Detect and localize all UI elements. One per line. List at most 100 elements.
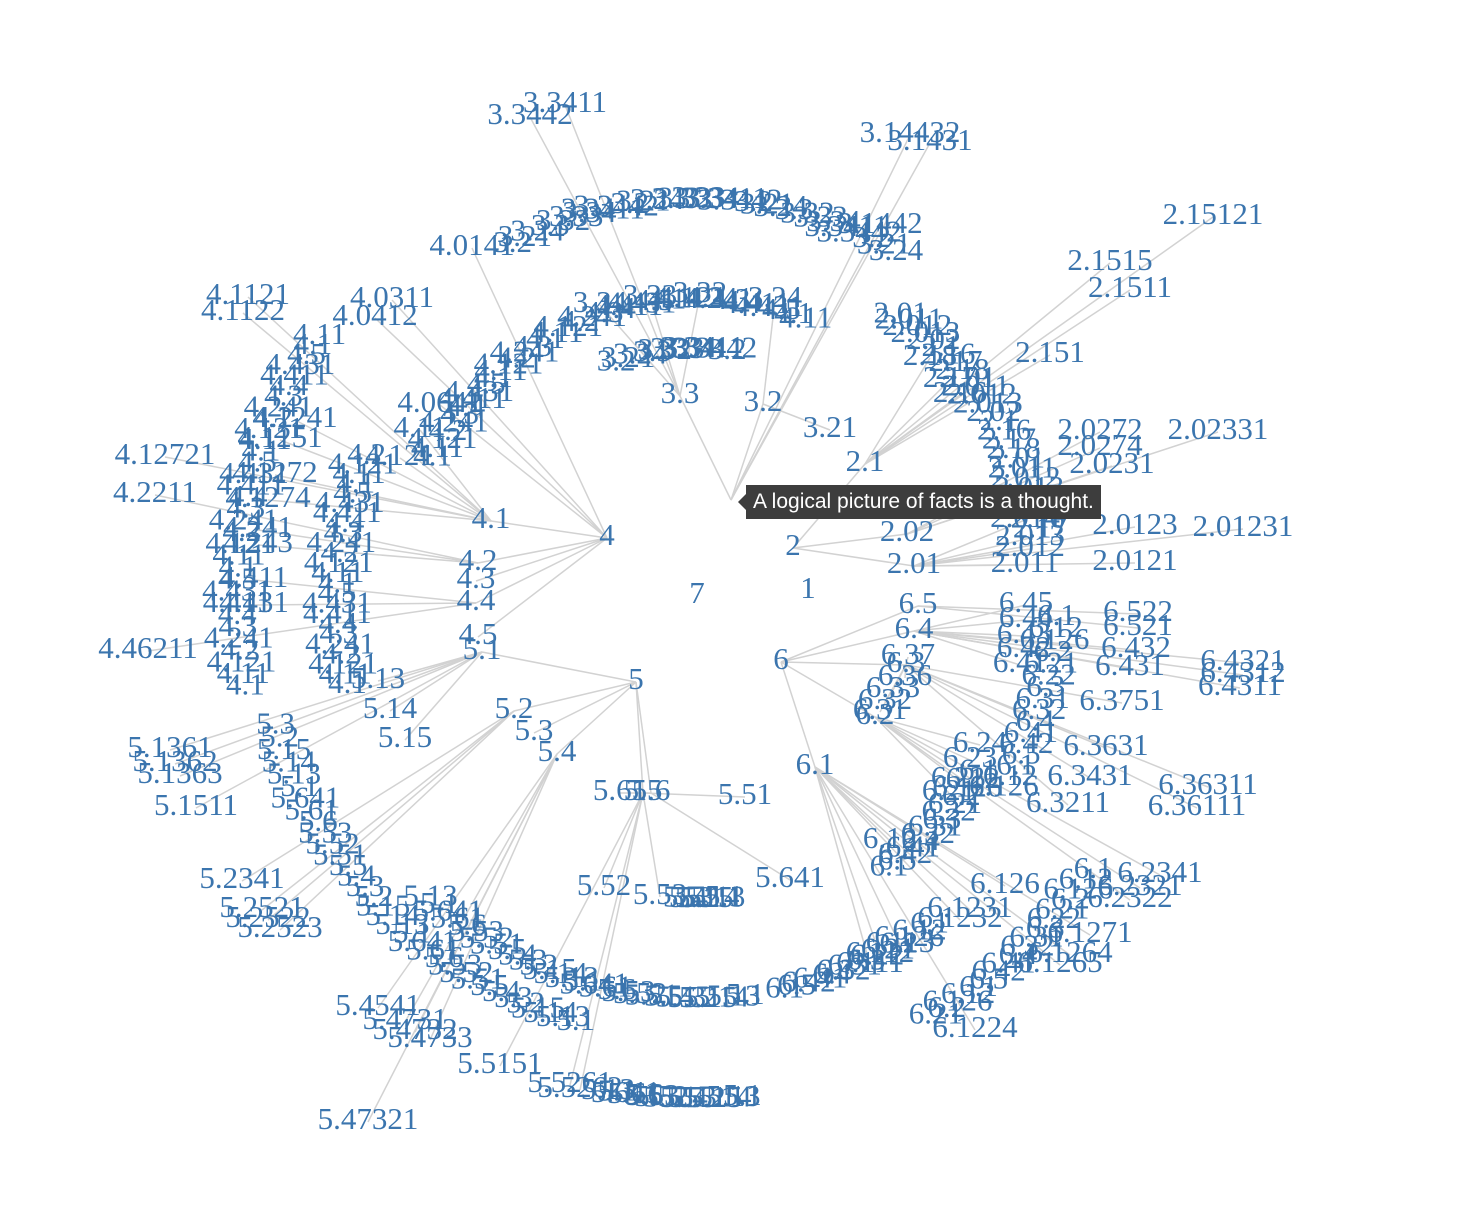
node-label-6-21[interactable]: 6.21 — [922, 772, 976, 807]
node-label-4-411[interactable]: 4.411 — [722, 285, 791, 320]
node-label-5-15[interactable]: 5.15 — [522, 951, 576, 986]
node-label-5-4[interactable]: 5.4 — [669, 1079, 708, 1114]
node-label-6-31[interactable]: 6.31 — [908, 808, 962, 843]
node-label-6-126[interactable]: 6.126 — [969, 767, 1039, 802]
node-label-2-17[interactable]: 2.17 — [923, 359, 977, 394]
node-label-6-3[interactable]: 6.3 — [1026, 909, 1065, 944]
node-label-5-53[interactable]: 5.53 — [450, 913, 504, 948]
node-label-6-1231[interactable]: 6.1231 — [927, 889, 1012, 924]
node-label-6-1264[interactable]: 6.1264 — [1027, 934, 1113, 969]
node-label-5-5[interactable]: 5.5 — [644, 978, 683, 1013]
node-label-3-34[interactable]: 3.34 — [562, 194, 617, 229]
node-label-4-121[interactable]: 4.121 — [474, 346, 544, 381]
node-label-4-431[interactable]: 4.431 — [607, 284, 677, 319]
node-label-4-1[interactable]: 4.1 — [413, 438, 452, 473]
node-label-5-61[interactable]: 5.61 — [607, 1075, 661, 1110]
node-label-3-3[interactable]: 3.3 — [775, 191, 814, 226]
node-label-4-1[interactable]: 4.1 — [336, 465, 375, 500]
node-label-6-21[interactable]: 6.21 — [928, 785, 982, 820]
node-label-4-431[interactable]: 4.431 — [315, 484, 385, 519]
node-label-3-3442[interactable]: 3.3442 — [487, 96, 572, 131]
node-label-5-13[interactable]: 5.13 — [267, 756, 321, 791]
node-label-3-3[interactable]: 3.3 — [651, 180, 690, 215]
node-label-6-3211[interactable]: 6.3211 — [1026, 784, 1110, 819]
node-label-5-53[interactable]: 5.53 — [625, 1077, 679, 1112]
node-label-5-2522[interactable]: 5.2522 — [225, 899, 310, 934]
node-label-4-11[interactable]: 4.11 — [293, 316, 346, 351]
node-label-3-3442[interactable]: 3.3442 — [817, 213, 902, 248]
node-label-4-2[interactable]: 4.2 — [322, 635, 361, 670]
node-label-5-53[interactable]: 5.53 — [633, 876, 687, 911]
node-label-3-2[interactable]: 3.2 — [852, 219, 891, 254]
node-label-6-3431[interactable]: 6.3431 — [1047, 757, 1132, 792]
node-label-6-2341[interactable]: 6.2341 — [1117, 854, 1202, 889]
node-label-4-4[interactable]: 4.4 — [597, 290, 636, 325]
node-label-4-121[interactable]: 4.121 — [234, 410, 304, 445]
node-label-3-21[interactable]: 3.21 — [740, 185, 794, 220]
node-label-2[interactable]: 2 — [785, 527, 801, 562]
node-label-6[interactable]: 6 — [773, 641, 789, 676]
node-label-5-641[interactable]: 5.641 — [559, 966, 629, 1001]
node-label-4-11[interactable]: 4.11 — [474, 352, 527, 387]
node-label-5[interactable]: 5 — [628, 661, 644, 696]
node-label-6-12[interactable]: 6.12 — [946, 760, 1000, 795]
node-label-5-15[interactable]: 5.15 — [683, 979, 737, 1014]
node-label-5-2[interactable]: 5.2 — [355, 878, 394, 913]
node-label-5-6[interactable]: 5.6 — [598, 971, 637, 1006]
node-label-4-0311[interactable]: 4.0311 — [350, 279, 434, 314]
node-label-6-43[interactable]: 6.43 — [997, 615, 1051, 650]
node-label-4-46211[interactable]: 4.46211 — [98, 630, 198, 665]
node-label-4-5[interactable]: 4.5 — [333, 474, 372, 509]
node-label-4-3[interactable]: 4.3 — [226, 490, 265, 525]
node-label-5-3[interactable]: 5.3 — [515, 712, 554, 747]
node-label-6-42[interactable]: 6.42 — [781, 963, 835, 998]
node-label-5-13[interactable]: 5.13 — [706, 977, 760, 1012]
node-label-6-2[interactable]: 6.2 — [856, 696, 895, 731]
node-label-3-34[interactable]: 3.34 — [806, 203, 861, 238]
node-label-3-21[interactable]: 3.21 — [601, 339, 655, 374]
node-label-5-2521[interactable]: 5.2521 — [219, 889, 304, 924]
node-label-4-4[interactable]: 4.4 — [269, 367, 308, 402]
node-label-5-3[interactable]: 5.3 — [494, 979, 533, 1014]
node-label-5-14[interactable]: 5.14 — [523, 994, 578, 1029]
node-label-4-2211[interactable]: 4.2211 — [113, 474, 197, 509]
node-label-4-11[interactable]: 4.11 — [653, 280, 706, 315]
node-label-2-1[interactable]: 2.1 — [846, 443, 885, 478]
node-label-2-02[interactable]: 2.02 — [966, 393, 1020, 428]
node-label-2-1[interactable]: 2.1 — [980, 402, 1019, 437]
node-label-5-1[interactable]: 5.1 — [393, 915, 432, 950]
node-label-4-241[interactable]: 4.241 — [490, 334, 560, 369]
node-label-2-011[interactable]: 2.011 — [941, 367, 1010, 402]
node-label-4-121[interactable]: 4.121 — [205, 525, 275, 560]
node-label-4-121[interactable]: 4.121 — [658, 279, 728, 314]
node-label-6-1224[interactable]: 6.1224 — [932, 1009, 1018, 1044]
node-label-3-21[interactable]: 3.21 — [857, 225, 911, 260]
node-label-6-12[interactable]: 6.12 — [983, 757, 1037, 792]
node-label-2-0272[interactable]: 2.0272 — [1057, 411, 1142, 446]
node-label-6-3[interactable]: 6.3 — [923, 800, 962, 835]
node-label-5-51[interactable]: 5.51 — [718, 776, 772, 811]
node-label-3-33[interactable]: 3.33 — [650, 330, 704, 365]
node-label-2-16[interactable]: 2.16 — [977, 411, 1031, 446]
node-label-3-33[interactable]: 3.33 — [623, 277, 677, 312]
node-label-4-11[interactable]: 4.11 — [333, 455, 386, 490]
node-label-2-02[interactable]: 2.02 — [906, 321, 960, 356]
node-label-2-01[interactable]: 2.01 — [991, 440, 1045, 475]
node-label-6-126[interactable]: 6.126 — [874, 918, 944, 953]
node-label-2-01[interactable]: 2.01 — [942, 359, 996, 394]
node-label-6-12[interactable]: 6.12 — [1029, 609, 1083, 644]
node-label-4-121[interactable]: 4.121 — [365, 437, 435, 472]
node-label-2-01[interactable]: 2.01 — [873, 294, 927, 329]
node-label-5-6[interactable]: 5.6 — [299, 803, 338, 838]
node-label-3-24[interactable]: 3.24 — [613, 336, 668, 371]
node-label-5-52[interactable]: 5.52 — [613, 975, 667, 1010]
node-label-5-1362[interactable]: 5.1362 — [132, 743, 217, 778]
node-label-6-2[interactable]: 6.2 — [1051, 881, 1090, 916]
node-label-5-4731[interactable]: 5.4731 — [362, 1001, 447, 1036]
node-label-3-24[interactable]: 3.24 — [753, 188, 808, 223]
node-label-6-1[interactable]: 6.1 — [910, 904, 949, 939]
node-label-6-31[interactable]: 6.31 — [828, 947, 882, 982]
node-label-2-16[interactable]: 2.16 — [933, 374, 987, 409]
node-label-5-53[interactable]: 5.53 — [298, 814, 352, 849]
node-label-2-17[interactable]: 2.17 — [928, 343, 982, 378]
